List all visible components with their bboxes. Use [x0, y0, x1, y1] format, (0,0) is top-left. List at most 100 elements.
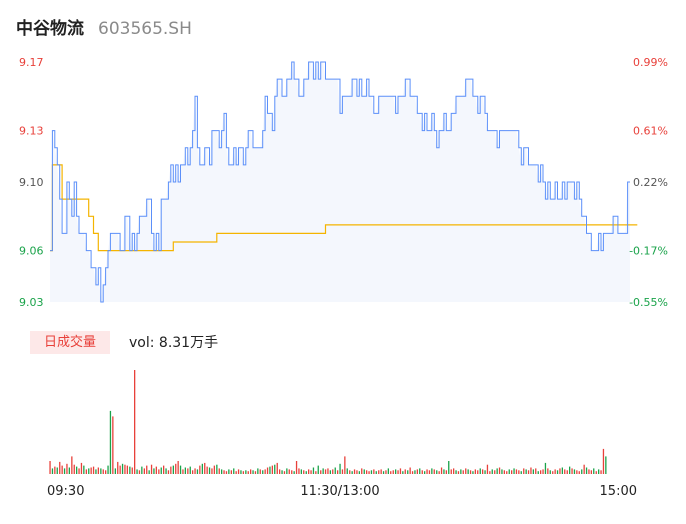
volume-bar-229 [602, 448, 605, 474]
volume-bar-118 [334, 467, 336, 474]
volume-bar-168 [455, 470, 457, 474]
volume-bar-115 [327, 468, 329, 474]
volume-bar-223 [588, 469, 590, 474]
volume-bar-54 [179, 465, 182, 474]
volume-bar-43 [153, 468, 155, 474]
volume-bar-209 [554, 469, 556, 474]
volume-bar-120 [339, 463, 341, 474]
volume-bar-41 [148, 470, 150, 474]
volume-bar-156 [426, 469, 428, 474]
volume-bar-34 [131, 467, 133, 474]
volume-bar-10 [73, 464, 75, 474]
volume-bar-1 [51, 468, 54, 474]
volume-bar-31 [124, 464, 126, 474]
volume-bar-66 [208, 467, 211, 474]
x-tick-0: 09:30 [47, 484, 84, 499]
volume-bar-155 [424, 471, 426, 474]
volume-bar-48 [165, 468, 167, 474]
volume-bar-72 [223, 470, 225, 474]
volume-bar-142 [392, 470, 394, 474]
volume-bar-121 [341, 469, 344, 474]
volume-bar-224 [590, 470, 592, 474]
volume-bar-40 [146, 465, 148, 474]
volume-bar-170 [460, 469, 462, 474]
volume-bar-197 [525, 469, 527, 474]
volume-bar-164 [445, 470, 447, 474]
volume-bar-226 [595, 471, 597, 474]
volume-bar-35 [134, 370, 136, 474]
volume-bar-222 [585, 467, 588, 474]
volume-bar-90 [266, 467, 269, 474]
volume-bar-181 [486, 464, 489, 474]
header: 中谷物流 603565.SH [16, 14, 192, 40]
volume-bar-50 [170, 466, 172, 474]
volume-bar-189 [506, 471, 508, 474]
volume-bar-46 [160, 467, 162, 474]
volume-bar-158 [431, 468, 433, 474]
volume-bar-95 [279, 469, 281, 474]
volume-bar-25 [109, 410, 112, 474]
volume-bar-146 [402, 471, 404, 474]
volume-bar-51 [172, 465, 174, 474]
volume-bar-192 [513, 468, 515, 474]
volume-bar-127 [356, 470, 358, 474]
y-tick-pct-0: 0.99% [633, 56, 668, 69]
volume-bar-203 [540, 470, 542, 474]
volume-bar-153 [419, 468, 421, 474]
volume-bar-133 [370, 470, 373, 474]
volume-bar-33 [129, 466, 131, 474]
volume-bar-144 [397, 470, 399, 474]
volume-bar-15 [85, 469, 87, 474]
volume-bar-119 [337, 470, 339, 474]
volume-bar-199 [530, 467, 532, 474]
volume-bar-154 [421, 470, 423, 474]
volume-bar-198 [527, 470, 530, 474]
volume-bar-123 [346, 468, 348, 474]
volume-bar-205 [544, 462, 547, 474]
volume-bar-32 [126, 465, 128, 474]
y-tick-price-1: 9.13 [19, 125, 44, 138]
volume-bar-139 [385, 470, 387, 474]
volume-bar-186 [498, 467, 501, 474]
volume-bar-23 [105, 470, 107, 474]
volume-bar-131 [366, 470, 368, 474]
volume-bar-59 [192, 470, 194, 474]
volume-bar-29 [119, 465, 121, 474]
volume-bar-207 [549, 470, 551, 474]
volume-bar-69 [216, 464, 218, 474]
stock-name: 中谷物流 [16, 19, 84, 39]
volume-bar-77 [235, 471, 237, 474]
volume-bar-22 [102, 469, 104, 474]
volume-tag[interactable]: 日成交量 [30, 331, 110, 354]
volume-bar-24 [107, 465, 109, 474]
avg-price-line [50, 164, 638, 252]
volume-bar-126 [353, 469, 356, 474]
volume-bar-2 [54, 466, 56, 474]
volume-bar-175 [472, 471, 474, 474]
volume-bar-88 [262, 470, 264, 474]
volume-bar-193 [515, 469, 518, 474]
volume-bar-6 [63, 468, 66, 474]
y-tick-pct-1: 0.61% [633, 125, 668, 138]
volume-bar-185 [496, 468, 498, 474]
volume-bar-190 [508, 469, 510, 474]
volume-bar-112 [320, 470, 322, 474]
volume-bar-45 [158, 469, 160, 474]
volume-bar-162 [440, 467, 443, 474]
volume-bar-217 [573, 469, 576, 474]
volume-bar-171 [462, 470, 464, 474]
y-tick-price-2: 9.10 [19, 176, 44, 189]
volume-bar-176 [474, 469, 476, 474]
volume-bar-96 [281, 470, 283, 474]
volume-bar-105 [303, 470, 305, 474]
volume-bar-68 [213, 465, 215, 474]
volume-bar-85 [254, 471, 257, 474]
volume-bar-138 [382, 471, 385, 474]
volume-bar-63 [201, 463, 203, 474]
volume-bar-12 [78, 468, 80, 474]
volume-bar-61 [196, 469, 199, 474]
volume-bar-65 [206, 466, 208, 474]
volume-bar-214 [566, 470, 568, 474]
volume-bar-140 [387, 468, 389, 474]
volume-bar-206 [547, 468, 549, 474]
